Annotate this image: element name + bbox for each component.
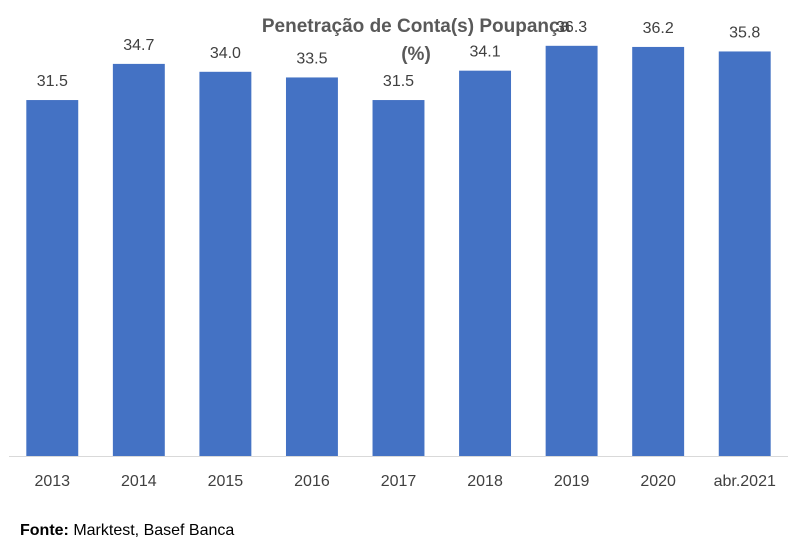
- bar-2018: [459, 70, 512, 457]
- bar-chart: Penetração de Conta(s) Poupança (%) 31.5…: [9, 16, 788, 490]
- data-label-2015: 34.0: [210, 45, 241, 62]
- data-label-2019: 36.3: [556, 19, 587, 36]
- bar-2017: [372, 100, 425, 457]
- x-tick-label-2017: 2017: [381, 473, 417, 490]
- source-label: Fonte:: [20, 522, 69, 539]
- data-label-abr.2021: 35.8: [729, 24, 760, 41]
- data-label-2018: 34.1: [469, 44, 500, 61]
- bar-2016: [285, 77, 338, 456]
- data-label-2020: 36.2: [643, 20, 674, 37]
- x-tick-label-2020: 2020: [640, 473, 676, 490]
- data-label-2014: 34.7: [123, 37, 154, 54]
- data-label-2016: 33.5: [296, 50, 327, 67]
- bar-2014: [112, 63, 165, 456]
- x-tick-label-2014: 2014: [121, 473, 157, 490]
- source-text: Marktest, Basef Banca: [73, 522, 235, 539]
- x-tick-label-2019: 2019: [554, 473, 590, 490]
- data-labels: 31.5 34.7 34.0 33.5 31.5 34.1 36.3 36.2 35.8: [37, 19, 761, 90]
- bar-2019: [545, 45, 598, 457]
- x-tick-label-2013: 2013: [34, 473, 70, 490]
- chart-subtitle: (%): [401, 44, 431, 65]
- x-tick-label-2018: 2018: [467, 473, 503, 490]
- bar-2020: [632, 46, 685, 456]
- bar-2013: [26, 100, 79, 457]
- x-tick-label-2015: 2015: [208, 473, 244, 490]
- data-label-2013: 31.5: [37, 73, 68, 90]
- bar-2015: [199, 71, 252, 457]
- x-tick-label-2016: 2016: [294, 473, 330, 490]
- bar-series: [26, 45, 771, 457]
- source-footer: Fonte: Marktest, Basef Banca: [20, 522, 234, 540]
- bar-abr.2021: [718, 51, 771, 457]
- x-tick-label-abr.2021: abr.2021: [714, 473, 776, 490]
- chart-title: Penetração de Conta(s) Poupança: [262, 16, 571, 37]
- x-axis-tick-labels: 2013 2014 2015 2016 2017 2018 2019 2020 abr.2021: [34, 473, 775, 490]
- data-label-2017: 31.5: [383, 73, 414, 90]
